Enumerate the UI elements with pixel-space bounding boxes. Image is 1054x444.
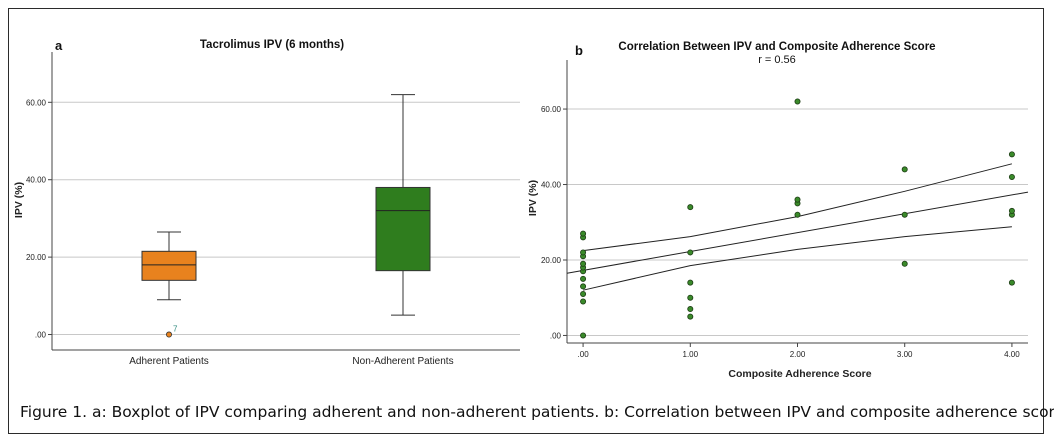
scatter-x-axis-label: Composite Adherence Score bbox=[728, 368, 871, 380]
scatter-y-tick-label: 40.00 bbox=[541, 181, 562, 190]
scatter-point bbox=[1008, 173, 1015, 180]
boxplot-category-label: Non-Adherent Patients bbox=[352, 356, 453, 367]
boxplot-y-tick-label: 20.00 bbox=[26, 253, 47, 262]
scatter-point bbox=[901, 260, 908, 267]
box-outlier-label: 7 bbox=[173, 325, 178, 334]
scatter-point bbox=[794, 196, 801, 203]
scatter-point bbox=[580, 275, 587, 282]
scatter-point bbox=[580, 230, 587, 237]
scatter-point bbox=[687, 249, 694, 256]
scatter-subtitle: r = 0.56 bbox=[758, 54, 796, 66]
scatter-fit-lines bbox=[566, 163, 1029, 291]
scatter-point bbox=[794, 211, 801, 218]
boxplot-y-tick-label: 60.00 bbox=[26, 98, 47, 107]
scatter-point bbox=[580, 283, 587, 290]
scatter-point bbox=[1008, 207, 1015, 214]
scatter-point bbox=[1008, 151, 1015, 158]
figure-caption: Figure 1. a: Boxplot of IPV comparing ad… bbox=[20, 403, 1054, 421]
scatter-x-tick-label: 2.00 bbox=[790, 350, 806, 359]
scatter-x-tick-label: 1.00 bbox=[683, 350, 699, 359]
boxplot-y-axis-label: IPV (%) bbox=[13, 182, 25, 218]
boxplot-title: Tacrolimus IPV (6 months) bbox=[200, 39, 344, 51]
scatter-point bbox=[580, 298, 587, 305]
boxplot-category-label: Adherent Patients bbox=[129, 356, 209, 367]
scatter-y-axis-label: IPV (%) bbox=[527, 180, 539, 216]
scatter-ci-lower-line bbox=[582, 226, 1012, 291]
scatter-fit-line bbox=[566, 191, 1029, 274]
scatter-point bbox=[580, 260, 587, 267]
scatter-x-ticks: .00 1.00 2.00 3.00 4.00 bbox=[578, 343, 1020, 359]
scatter-x-tick-label: .00 bbox=[578, 350, 590, 359]
boxplot-y-tick-label: .00 bbox=[35, 331, 47, 340]
scatter-point bbox=[901, 211, 908, 218]
boxplot-gridlines bbox=[52, 101, 520, 336]
scatter-point bbox=[687, 313, 694, 320]
boxplot-axes bbox=[51, 52, 520, 351]
scatter-panel: b Correlation Between IPV and Composite … bbox=[527, 41, 1029, 380]
scatter-point bbox=[580, 290, 587, 297]
scatter-point bbox=[687, 204, 694, 211]
scatter-ci-upper-line bbox=[583, 163, 1013, 252]
panel-b-label: b bbox=[575, 43, 583, 58]
scatter-x-tick-label: 3.00 bbox=[897, 350, 913, 359]
box-body bbox=[375, 186, 431, 272]
scatter-y-ticks: .00 20.00 40.00 60.00 bbox=[541, 105, 567, 340]
scatter-gridlines bbox=[567, 108, 1028, 336]
scatter-point bbox=[687, 279, 694, 286]
scatter-point bbox=[580, 332, 587, 339]
scatter-y-tick-label: 20.00 bbox=[541, 256, 562, 265]
scatter-point bbox=[687, 306, 694, 313]
boxplot-y-tick-label: 40.00 bbox=[26, 176, 47, 185]
scatter-point bbox=[580, 249, 587, 256]
panel-a-label: a bbox=[55, 38, 63, 53]
scatter-x-tick-label: 4.00 bbox=[1004, 350, 1020, 359]
box-body bbox=[141, 250, 197, 281]
boxplot-y-ticks: .00 20.00 40.00 60.00 bbox=[26, 98, 52, 340]
boxplot-categories: Adherent Patients Non-Adherent Patients bbox=[129, 356, 453, 367]
scatter-y-tick-label: .00 bbox=[550, 331, 562, 340]
boxplot-boxes: 7 bbox=[141, 94, 431, 338]
box-outlier-point bbox=[165, 331, 172, 338]
boxplot-panel: a Tacrolimus IPV (6 months) .00 20.00 40.0… bbox=[13, 38, 520, 367]
scatter-title: Correlation Between IPV and Composite Ad… bbox=[618, 41, 935, 53]
scatter-point bbox=[794, 98, 801, 105]
scatter-y-tick-label: 60.00 bbox=[541, 105, 562, 114]
scatter-point bbox=[687, 294, 694, 301]
scatter-point bbox=[1008, 279, 1015, 286]
figure-frame bbox=[8, 8, 1044, 434]
scatter-point bbox=[901, 166, 908, 173]
scatter-points bbox=[580, 98, 1015, 339]
